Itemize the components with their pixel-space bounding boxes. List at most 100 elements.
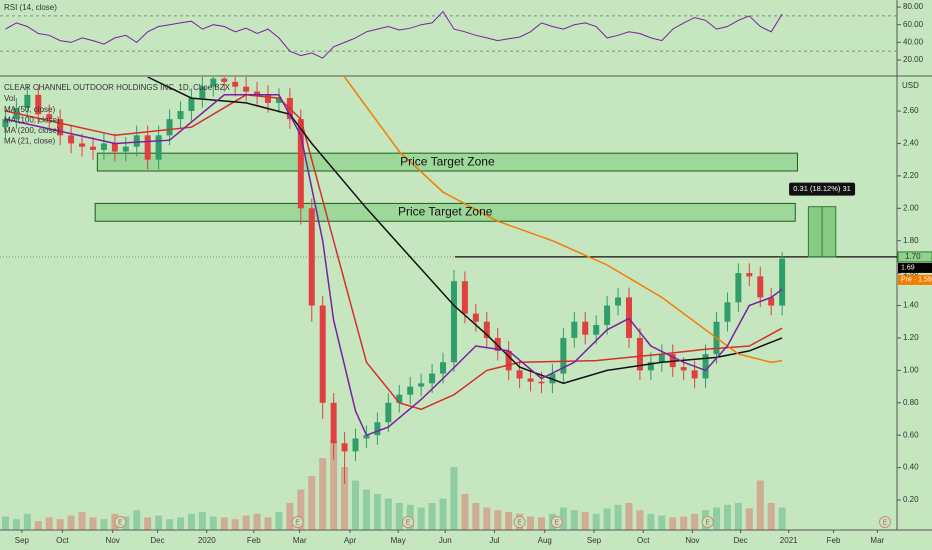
volume-bar (176, 517, 184, 530)
volume-bar (625, 503, 633, 530)
candle-body (768, 297, 775, 306)
earnings-label: E (295, 519, 300, 526)
ma-legend: MA (100, close) (4, 116, 60, 125)
candle-body (68, 135, 75, 144)
candle-body (133, 135, 140, 147)
volume-bar (67, 515, 75, 530)
candle-body (582, 321, 589, 335)
x-tick-label: Jul (489, 536, 499, 545)
candle-body (702, 354, 709, 379)
y-tick-label: 1.00 (903, 365, 919, 374)
x-tick-label: Sep (587, 536, 602, 545)
candle-body (636, 337, 643, 371)
volume-bar (242, 515, 250, 530)
volume-bar (275, 512, 283, 530)
candle-body (658, 354, 665, 363)
volume-bar (767, 503, 775, 530)
candle-body (779, 258, 786, 306)
x-tick-label: Feb (247, 536, 261, 545)
candle-body (560, 337, 567, 374)
overlay: 2.602.402.202.001.801.601.401.201.000.80… (4, 2, 932, 545)
earnings-label: E (705, 519, 710, 526)
candle-body (680, 367, 687, 371)
volume-bar (603, 508, 611, 530)
candle-body (243, 86, 250, 92)
candle-body (166, 119, 173, 136)
volume-bar (745, 508, 753, 530)
candle-body (2, 119, 9, 128)
volume-bar (581, 512, 589, 530)
volume-bar (395, 503, 403, 530)
x-tick-label: Sep (15, 536, 30, 545)
x-tick-label: Nov (106, 536, 120, 545)
candle-body (210, 78, 217, 87)
volume-bar (319, 458, 327, 530)
volume-bar (647, 513, 655, 530)
earnings-marker (291, 516, 304, 528)
volume-bar (756, 480, 764, 530)
volume-bar (286, 503, 294, 530)
earnings-marker (701, 516, 714, 528)
volume-bar (34, 521, 42, 530)
volume-bar (1, 516, 9, 530)
volume-bar (472, 503, 480, 530)
candle-body (341, 443, 348, 452)
y-tick-label: 2.40 (903, 139, 919, 148)
candle-body (57, 119, 64, 136)
rsi-pane (0, 10, 897, 59)
x-tick-label: May (391, 536, 406, 545)
volume-bar (352, 480, 360, 530)
ma-legend: MA (21, close) (4, 137, 55, 146)
volume-bar (658, 515, 666, 530)
zone-label: Price Target Zone (398, 205, 493, 219)
candle-body (122, 146, 129, 152)
candle-body (418, 383, 425, 387)
volume-bar (198, 512, 206, 530)
y-tick-label: 0.80 (903, 398, 919, 407)
volume-bar (308, 476, 316, 530)
x-tick-label: 2020 (198, 536, 216, 545)
x-tick-label: Apr (344, 536, 357, 545)
candle-body (374, 422, 381, 436)
volume-bar (89, 517, 97, 530)
y-tick-label: 2.60 (903, 106, 919, 115)
target-zone (94, 202, 796, 222)
volume-bar (253, 513, 261, 530)
volume-bar (723, 504, 731, 530)
candle-body (188, 98, 195, 112)
volume-bar (187, 513, 195, 530)
candle-body (46, 114, 53, 120)
volume-bar (144, 517, 152, 530)
candle-body (505, 350, 512, 371)
chart-title: CLEAR CHANNEL OUTDOOR HOLDINGS INC, 1D, … (4, 83, 231, 92)
moving-average (5, 94, 783, 411)
x-tick-label: Feb (827, 536, 841, 545)
candle-body (24, 94, 31, 108)
candle-body (735, 273, 742, 303)
y-tick-label: 0.20 (903, 495, 919, 504)
measure-label: 0.31 (18.12%) 31 (793, 184, 851, 193)
candle-body (746, 273, 753, 277)
earnings-label: E (406, 519, 411, 526)
volume-bar (100, 519, 108, 530)
x-tick-label: Mar (293, 536, 307, 545)
candle-body (144, 135, 151, 160)
candle-body (35, 94, 42, 115)
ma-legend: MA (200, close) (4, 126, 60, 135)
volume-bar (527, 516, 535, 530)
candle-body (483, 321, 490, 338)
candle-body (450, 281, 457, 363)
volume-bar (691, 513, 699, 530)
measure-label-bg (789, 182, 856, 196)
candle-body (691, 370, 698, 379)
price-tag-bg (898, 274, 932, 285)
volume-bar (341, 467, 349, 530)
volume-bar (570, 510, 578, 530)
candle-body (494, 337, 501, 351)
price-tag: Pre · 1.59 (901, 277, 932, 284)
moving-average (147, 77, 783, 385)
volume-bar (559, 507, 567, 530)
target-zone (96, 152, 798, 172)
